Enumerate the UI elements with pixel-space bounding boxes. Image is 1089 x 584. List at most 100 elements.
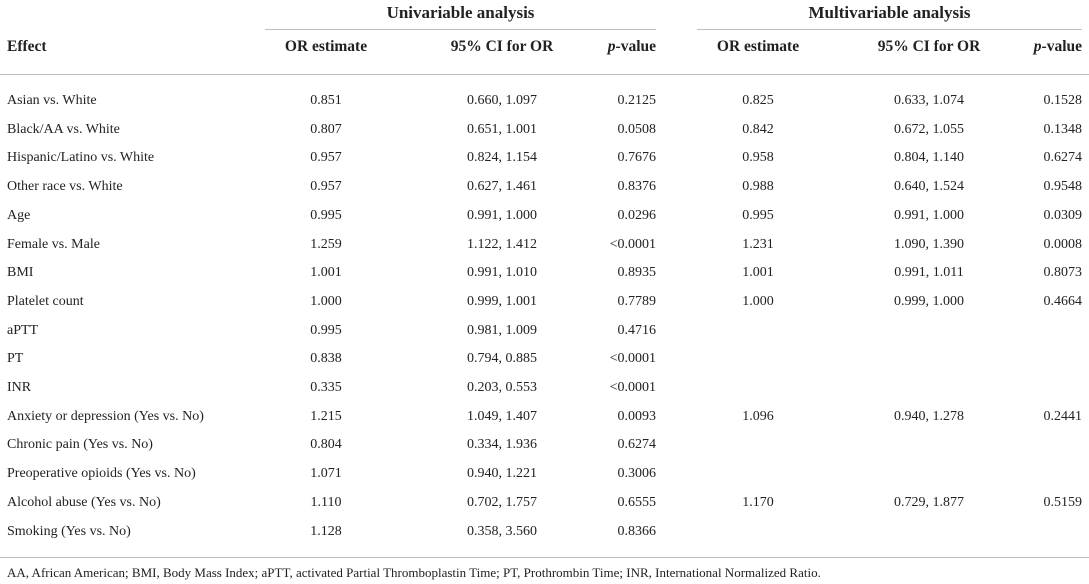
u-or-cell: 0.995	[310, 322, 342, 338]
effect-cell: BMI	[7, 265, 34, 281]
table-row: Asian vs. White 0.851 0.660, 1.097 0.2125 0.…	[0, 87, 1089, 115]
effect-cell: INR	[7, 380, 32, 395]
u-p-cell: 0.0508	[617, 121, 657, 137]
effect-cell: Anxiety or depression (Yes vs. No)	[7, 408, 204, 424]
effect-cell: Platelet count	[7, 293, 84, 309]
m-or-cell: 0.825	[742, 93, 774, 108]
column-header-u-or: OR estimate	[284, 38, 368, 55]
m-or-cell: 0.842	[742, 121, 774, 137]
effect-cell: Other race vs. White	[7, 179, 123, 195]
table-row: Female vs. Male 1.259 1.122, 1.412 <0.0001 1…	[0, 231, 1089, 259]
table-row: aPTT 0.995 0.981, 1.009 0.4716	[0, 317, 1089, 345]
u-p-cell: 0.8935	[617, 265, 657, 281]
m-ci-cell: 0.940, 1.278	[894, 408, 964, 424]
u-ci-cell: 0.794, 0.885	[467, 351, 537, 367]
p-italic: p	[607, 38, 616, 55]
effect-cell: Preoperative opioids (Yes vs. No)	[7, 466, 196, 482]
u-ci-cell: 0.203, 0.553	[467, 380, 537, 395]
table-row: Hispanic/Latino vs. White 0.957 0.824, 1.1…	[0, 144, 1089, 172]
m-p-cell: 0.1528	[1043, 93, 1083, 108]
effect-cell: Asian vs. White	[7, 93, 97, 108]
u-ci-cell: 0.981, 1.009	[467, 322, 537, 338]
u-or-cell: 0.335	[310, 380, 342, 395]
p-suffix: -value	[1041, 38, 1082, 55]
m-or-cell: 0.958	[742, 150, 774, 166]
u-or-cell: 1.110	[310, 494, 342, 510]
u-ci-cell: 1.049, 1.407	[467, 408, 537, 424]
u-or-cell: 0.804	[310, 437, 342, 453]
u-or-cell: 0.851	[310, 93, 342, 108]
table-row: INR 0.335 0.203, 0.553 <0.0001	[0, 374, 1089, 402]
u-p-cell: 0.7676	[617, 150, 657, 166]
u-p-cell: 0.6274	[617, 437, 657, 453]
u-p-cell: <0.0001	[609, 380, 656, 395]
column-header-m-or: OR estimate	[716, 38, 800, 55]
table-row: Other race vs. White 0.957 0.627, 1.461 0.8…	[0, 173, 1089, 201]
table-row: Chronic pain (Yes vs. No) 0.804 0.334, 1.9…	[0, 431, 1089, 459]
m-ci-cell: 0.633, 1.074	[894, 93, 964, 108]
table-row: Platelet count 1.000 0.999, 1.001 0.7789 1.0…	[0, 288, 1089, 316]
effect-cell: Chronic pain (Yes vs. No)	[7, 437, 153, 453]
m-p-cell: 0.4664	[1043, 293, 1083, 309]
m-p-cell: 0.0008	[1043, 236, 1083, 252]
u-or-cell: 0.957	[310, 179, 342, 195]
table-row: Age 0.995 0.991, 1.000 0.0296 0.995 0.991, 1.…	[0, 202, 1089, 230]
u-p-cell: <0.0001	[609, 351, 656, 367]
effect-cell: PT	[7, 351, 24, 367]
m-ci-cell: 0.991, 1.000	[894, 207, 964, 223]
m-or-cell: 1.096	[742, 408, 774, 424]
u-or-cell: 1.215	[310, 408, 342, 424]
u-ci-cell: 0.940, 1.221	[467, 466, 537, 482]
group-rule-multivariable	[697, 29, 1082, 30]
effect-cell: Female vs. Male	[7, 236, 100, 252]
table-row: Black/AA vs. White 0.807 0.651, 1.001 0.050…	[0, 116, 1089, 144]
effect-cell: Smoking (Yes vs. No)	[7, 523, 131, 539]
column-header-u-p: p-value	[575, 36, 656, 58]
u-p-cell: 0.3006	[617, 466, 657, 482]
u-ci-cell: 0.358, 3.560	[467, 523, 537, 539]
u-ci-cell: 0.991, 1.000	[467, 207, 537, 223]
u-p-cell: 0.2125	[617, 93, 657, 108]
u-ci-cell: 0.702, 1.757	[467, 494, 537, 510]
m-ci-cell: 0.991, 1.011	[894, 265, 964, 281]
effect-cell: Age	[7, 207, 31, 223]
column-header-effect: Effect	[7, 38, 47, 55]
u-or-cell: 1.001	[310, 265, 342, 281]
column-header-m-p: p-value	[1000, 36, 1082, 58]
column-header-m-ci: 95% CI for OR	[877, 38, 981, 55]
u-ci-cell: 1.122, 1.412	[467, 236, 537, 252]
table-row: Preoperative opioids (Yes vs. No) 1.071 0.…	[0, 460, 1089, 488]
group-rule-univariable	[265, 29, 656, 30]
m-ci-cell: 0.640, 1.524	[894, 179, 964, 195]
u-p-cell: 0.8366	[617, 523, 657, 539]
m-p-cell: 0.6274	[1043, 150, 1083, 166]
table-row: BMI 1.001 0.991, 1.010 0.8935 1.001 0.991, 1.…	[0, 259, 1089, 287]
u-p-cell: 0.0093	[617, 408, 657, 424]
header-rule	[0, 74, 1089, 75]
u-p-cell: <0.0001	[609, 236, 656, 252]
table-bottom-rule	[0, 557, 1089, 558]
u-p-cell: 0.6555	[617, 494, 657, 510]
effect-cell: Alcohol abuse (Yes vs. No)	[7, 494, 161, 510]
u-or-cell: 1.000	[310, 293, 342, 309]
p-suffix: -value	[615, 38, 656, 55]
u-or-cell: 1.128	[310, 523, 342, 539]
m-or-cell: 1.170	[742, 494, 774, 510]
u-p-cell: 0.8376	[617, 179, 657, 195]
p-italic: p	[1033, 38, 1042, 55]
u-or-cell: 0.807	[310, 121, 342, 137]
u-p-cell: 0.7789	[617, 293, 657, 309]
u-ci-cell: 0.824, 1.154	[467, 150, 537, 166]
table-row: PT 0.838 0.794, 0.885 <0.0001	[0, 345, 1089, 373]
u-ci-cell: 0.999, 1.001	[467, 293, 537, 309]
group-header-multivariable: Multivariable analysis	[808, 3, 971, 22]
u-ci-cell: 0.651, 1.001	[467, 121, 537, 137]
m-p-cell: 0.8073	[1043, 265, 1083, 281]
m-or-cell: 0.995	[742, 207, 774, 223]
u-ci-cell: 0.991, 1.010	[467, 265, 537, 281]
table-row: Smoking (Yes vs. No) 1.128 0.358, 3.560 0.8…	[0, 518, 1089, 546]
u-p-cell: 0.4716	[617, 322, 657, 338]
u-or-cell: 0.957	[310, 150, 342, 166]
m-ci-cell: 1.090, 1.390	[894, 236, 964, 252]
